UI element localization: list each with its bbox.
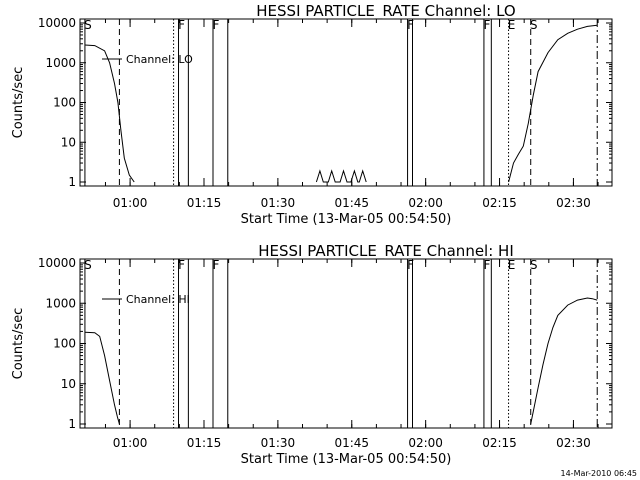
y-axis-label: Counts/sec [11,67,26,139]
event-flag-label: S [84,18,92,32]
y-axis-label: Counts/sec [11,308,26,380]
x-tick-label: 01:00 [113,196,148,210]
event-flag-label: S [530,258,538,272]
event-flag-label: F [483,258,490,272]
x-tick-label: 02:30 [556,436,591,450]
x-tick-label: 01:00 [113,436,148,450]
x-tick-label: 01:30 [261,436,296,450]
series-line [508,24,598,183]
series-line [315,169,367,183]
x-tick-label: 01:15 [187,436,222,450]
event-flag-label: S [84,258,92,272]
y-tick-label: 10 [61,377,76,391]
x-axis-label: Start Time (13-Mar-05 00:54:50) [241,212,452,227]
chart-title: HESSI PARTICLE_RATE Channel: LO [256,2,515,21]
event-flag-label: F [213,258,220,272]
panel-lo: HESSI PARTICLE_RATE Channel: LO 1 10 100 100… [11,2,613,227]
legend-label: Channel: HI [126,293,190,306]
y-tick-label: 1000 [45,56,76,70]
event-flag-label: F [213,18,220,32]
y-tick-label: 1000 [45,296,76,310]
y-tick-label: 100 [53,337,76,351]
x-tick-label: 02:15 [482,196,517,210]
series-line [84,44,135,183]
y-tick-label: 10000 [38,16,76,30]
series-line [530,297,598,425]
chart-title: HESSI PARTICLE_RATE Channel: HI [258,242,514,261]
event-flag-label: E [508,258,516,272]
x-tick-label: 01:15 [187,196,222,210]
timestamp: 14-Mar-2010 06:45 [561,469,638,478]
x-tick-label: 02:00 [408,196,443,210]
event-flag-label: F [178,18,185,32]
event-flag-label: F [407,18,414,32]
x-tick-label: 01:45 [334,196,369,210]
x-tick-label: 02:00 [408,436,443,450]
x-tick-label: 01:45 [334,436,369,450]
legend: Channel: HI [102,293,190,306]
x-tick-label: 02:15 [482,436,517,450]
legend: Channel: LO [102,53,193,66]
y-tick-label: 100 [53,96,76,110]
event-flag-label: F [483,18,490,32]
series-line [84,331,120,425]
plot-frame [79,258,613,429]
event-flag-label: S [530,18,538,32]
y-tick-label: 10000 [38,256,76,270]
event-flag-label: F [178,258,185,272]
x-tick-label: 02:30 [556,196,591,210]
event-flag-label: F [407,258,414,272]
x-tick-label: 01:30 [261,196,296,210]
panel-hi: HESSI PARTICLE_RATE Channel: HI 1 10 100 100… [11,242,613,467]
x-axis-label: Start Time (13-Mar-05 00:54:50) [241,452,452,467]
y-tick-label: 10 [61,135,76,149]
y-tick-label: 1 [68,417,76,431]
y-tick-label: 1 [68,175,76,189]
event-flag-label: E [508,18,516,32]
legend-label: Channel: LO [126,53,193,66]
